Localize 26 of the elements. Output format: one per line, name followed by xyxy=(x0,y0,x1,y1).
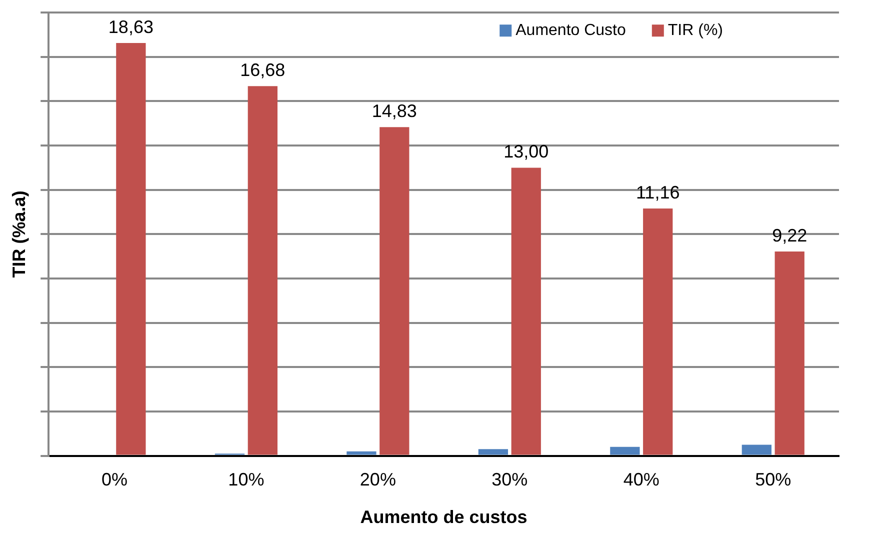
data-label: 11,16 xyxy=(636,182,680,202)
bar xyxy=(346,451,376,455)
data-label: 18,63 xyxy=(108,16,154,37)
legend-label: Aumento Custo xyxy=(516,22,626,40)
bar xyxy=(774,251,804,455)
legend-label: TIR (%) xyxy=(668,22,724,40)
bar xyxy=(643,208,673,455)
x-tick-label: 40% xyxy=(623,470,660,490)
bar xyxy=(610,446,640,455)
data-label: 16,68 xyxy=(240,60,286,80)
bar xyxy=(116,42,146,455)
bar xyxy=(511,168,541,455)
x-axis-title: Aumento de custos xyxy=(360,507,528,528)
data-label: 14,83 xyxy=(372,101,417,122)
data-label: 13,00 xyxy=(504,142,549,162)
x-tick-label: 0% xyxy=(101,470,128,490)
bar xyxy=(248,86,278,455)
bar xyxy=(478,449,508,455)
x-tick-label: 10% xyxy=(228,470,264,490)
x-tick-label: 30% xyxy=(492,470,528,490)
x-tick-label: 50% xyxy=(755,470,792,490)
y-axis-title: TIR (%a.a) xyxy=(8,190,29,278)
x-tick-label: 20% xyxy=(360,470,396,490)
data-label: 9,22 xyxy=(772,225,808,246)
bar xyxy=(380,127,410,455)
bar xyxy=(742,444,772,455)
